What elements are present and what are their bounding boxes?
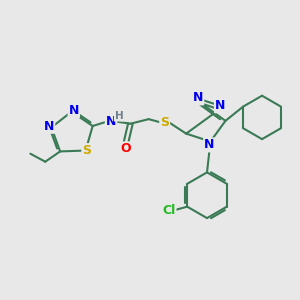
Text: N: N <box>204 138 214 152</box>
Text: Cl: Cl <box>162 204 176 217</box>
Text: N: N <box>106 115 116 128</box>
Text: H: H <box>115 111 123 121</box>
Text: S: S <box>160 116 169 129</box>
Text: N: N <box>69 104 79 117</box>
Text: S: S <box>82 144 91 157</box>
Text: N: N <box>44 120 54 133</box>
Text: N: N <box>193 92 203 104</box>
Text: N: N <box>215 99 225 112</box>
Text: O: O <box>121 142 131 155</box>
